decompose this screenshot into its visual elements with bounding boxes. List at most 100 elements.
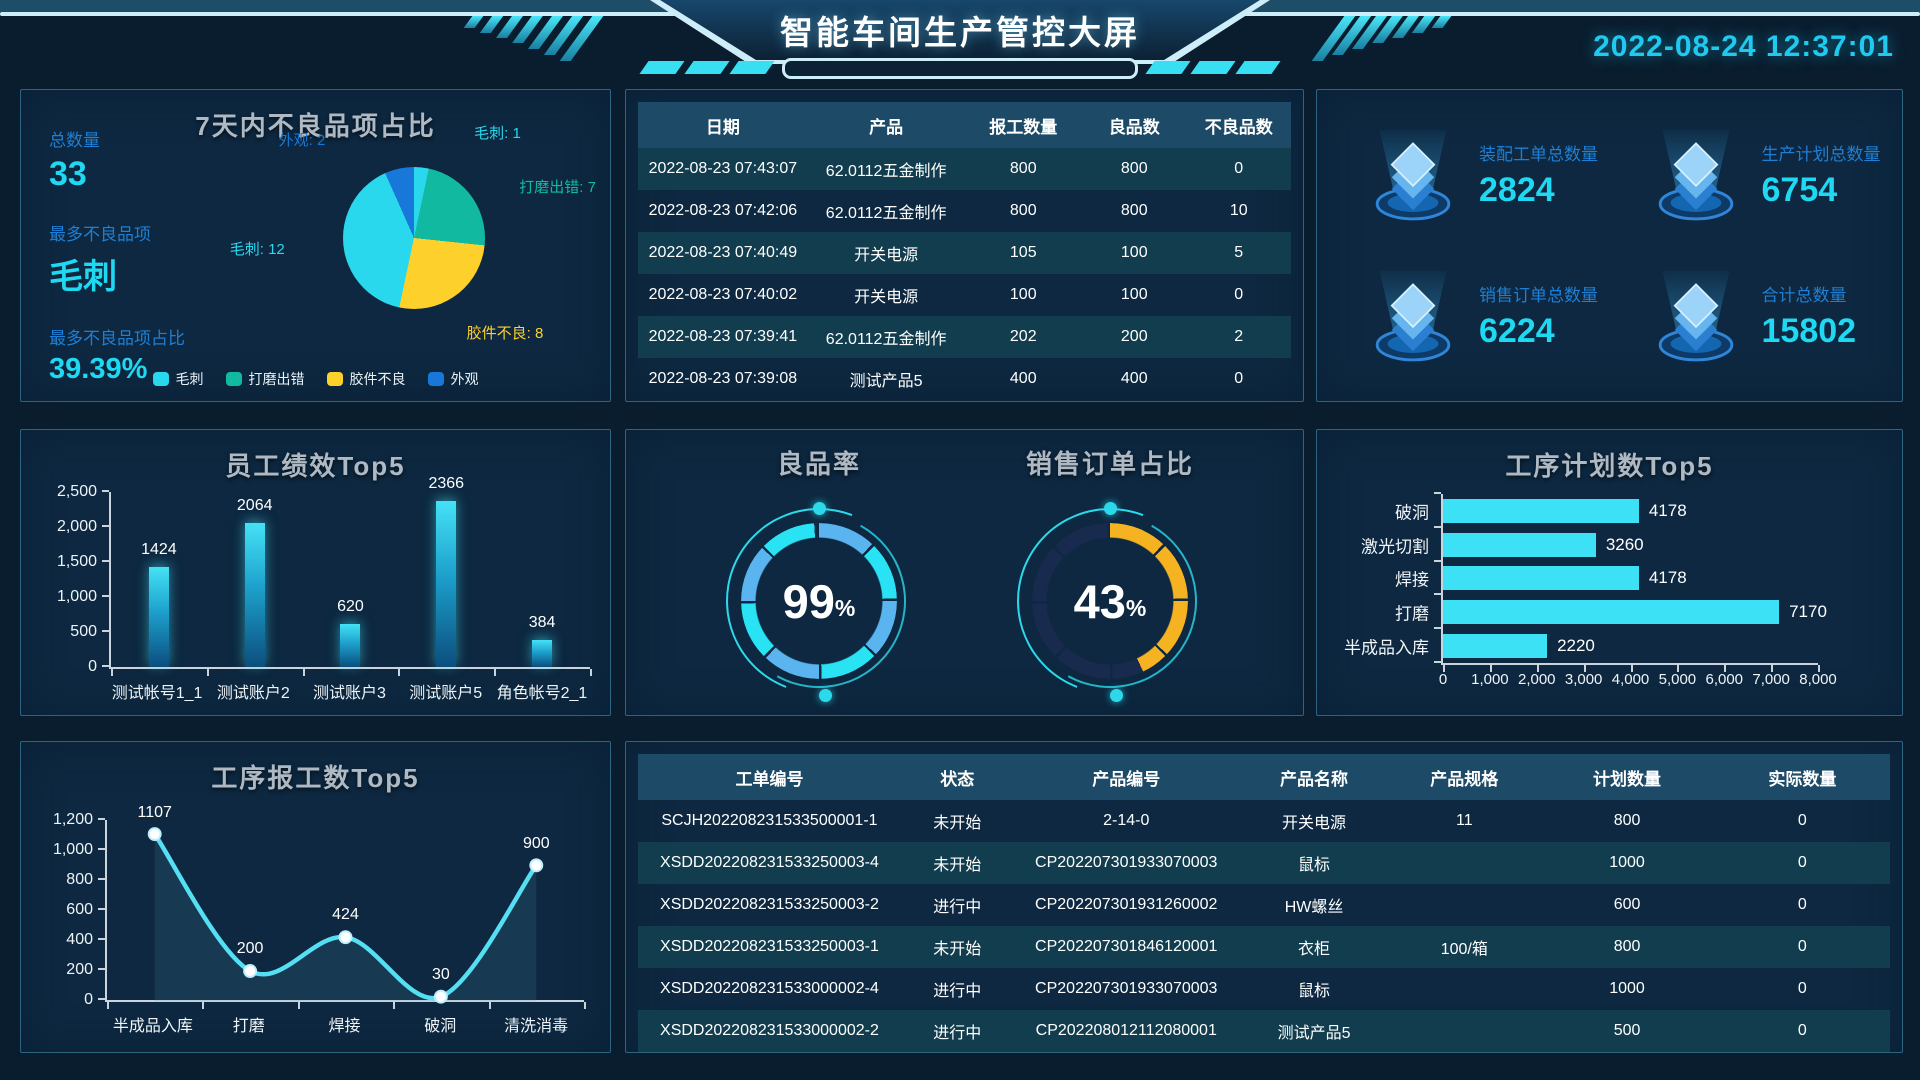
panel-defect-ratio: 7天内不良品项占比 总数量 33 最多不良品项 毛刺 最多不良品项占比 39.3…: [20, 89, 611, 402]
table-row: XSDD202208231533000002-2 进行中 CP20220801211…: [638, 1010, 1890, 1052]
line-series: [147, 827, 544, 1004]
table-cell: 2022-08-23 07:39:08: [648, 370, 798, 387]
table-cell: 2022-08-23 07:40:49: [648, 244, 798, 261]
table-cell: XSDD202208231533250003-2: [660, 896, 879, 913]
table-cell: 800: [1009, 202, 1037, 219]
table-row: XSDD202208231533250003-2 进行中 CP20220730193…: [638, 884, 1890, 926]
table-cell: 105: [1009, 244, 1037, 261]
table-cell: 202: [1009, 328, 1037, 345]
panel-process-report: 工序报工数Top5 0 200 400 600 800 1,000 1,200 1107 200…: [20, 741, 611, 1053]
table-row: 2022-08-23 07:43:07 62.0112五金制作 800 800 0: [638, 148, 1291, 190]
defect-panel-title: 7天内不良品项占比: [195, 111, 436, 141]
table-cell: XSDD202208231533000002-2: [660, 1022, 879, 1039]
work-order-table: 工单编号 状态 产品编号 产品名称 产品规格 计划数量 实际数量 SCJH2022082315…: [638, 754, 1890, 1052]
table-row: XSDD202208231533250003-4 未开始 CP20220730193…: [638, 842, 1890, 884]
table-cell: 400: [1009, 370, 1037, 387]
card-total: 合计总数量 15802: [1610, 246, 1893, 388]
column-header: 产品规格: [1389, 754, 1540, 800]
table-cell: 0: [1234, 370, 1244, 387]
table-row: 2022-08-23 07:40:02 开关电源 100 100 0: [638, 274, 1291, 316]
panel-work-order-table: 工单编号 状态 产品编号 产品名称 产品规格 计划数量 实际数量 SCJH2022082315…: [625, 741, 1903, 1053]
table-cell: 500: [1613, 1022, 1641, 1039]
table-cell: 开关电源: [854, 289, 919, 306]
table-cell: 0: [1797, 896, 1807, 913]
table-cell: 100: [1120, 286, 1148, 303]
legend-item: 胶件不良: [326, 369, 406, 389]
table-cell: 600: [1613, 896, 1641, 913]
column-header: 计划数量: [1539, 754, 1715, 800]
table-cell: 1000: [1609, 980, 1645, 997]
table-row: XSDD202208231533250003-1 未开始 CP20220730184…: [638, 926, 1890, 968]
defect-stats: 总数量 33 最多不良品项 毛刺 最多不良品项占比 39.39%: [49, 126, 234, 386]
pie-slice-label: 毛刺: 1: [474, 125, 521, 143]
table-cell: 未开始: [933, 857, 982, 874]
gauge-dot: [819, 689, 832, 702]
table-cell: CP202207301931260002: [1035, 896, 1218, 913]
table-cell: 800: [1120, 160, 1148, 177]
pie-disc: [343, 166, 485, 309]
table-cell: 800: [1009, 160, 1037, 177]
table-cell: 鼠标: [1298, 857, 1331, 874]
header-slashes-left-decoration: [463, 16, 604, 62]
table-cell: 2022-08-23 07:42:06: [648, 202, 798, 219]
table-cell: 800: [1613, 938, 1641, 955]
pie-legend: 毛刺 打磨出错 胶件不良 外观: [21, 369, 610, 389]
gauge-ring: [741, 523, 897, 679]
employee-performance-chart: 0 500 1,000 1,500 2,000 2,500 1424 2064 620 2366 3…: [21, 430, 610, 715]
column-header: 产品编号: [1013, 754, 1239, 800]
table-cell: 衣柜: [1298, 941, 1331, 958]
table-cell: 800: [1613, 812, 1641, 829]
table-cell: [1389, 968, 1539, 1010]
table-cell: 开关电源: [1282, 815, 1347, 832]
summary-cards: 装配工单总数量 2824 生产计划总数量 6754 销售订单总数量 6224 合…: [1327, 104, 1892, 387]
column-header: 产品名称: [1238, 754, 1390, 800]
table-cell: XSDD202208231533250003-4: [660, 854, 879, 871]
table-row: 2022-08-23 07:39:08 测试产品5 400 400 0: [638, 358, 1291, 400]
table-cell: CP202207301933070003: [1035, 980, 1218, 997]
bar-测试账户2: 2064: [207, 492, 303, 667]
sales-ratio-gauge: 43%: [987, 478, 1233, 724]
hbar-激光切割: 激光切割 3260: [1361, 532, 1644, 557]
table-cell: 2022-08-23 07:43:07: [648, 160, 798, 177]
table-cell: 进行中: [933, 1025, 982, 1042]
table-cell: CP202207301933070003: [1035, 854, 1218, 871]
table-cell: CP202207301846120001: [1035, 938, 1218, 955]
panel-report-table: 日期 产品 报工数量 良品数 不良品数 2022-08-23 07:43:07 62.011…: [625, 89, 1304, 402]
table-cell: 62.0112五金制作: [825, 331, 947, 348]
table-cell: 进行中: [933, 899, 982, 916]
table-cell: [1389, 842, 1539, 884]
table-cell: 5: [1234, 244, 1244, 261]
gauge-dot: [1104, 502, 1118, 515]
table-cell: 100: [1009, 286, 1037, 303]
stack-icon: [1658, 128, 1733, 221]
hbar-chart-title: 工序计划数Top5: [1505, 451, 1714, 481]
stack-icon: [1375, 128, 1451, 221]
stat-total-count: 总数量 33: [49, 131, 100, 193]
report-table: 日期 产品 报工数量 良品数 不良品数 2022-08-23 07:43:07 62.011…: [638, 102, 1291, 390]
bar-测试帐号1_1: 1424: [111, 492, 207, 667]
table-cell: 100: [1120, 244, 1148, 261]
panel-process-plan: 工序计划数Top5 破洞 4178 激光切割 3260 焊接 4178 打磨 7170 半成品入…: [1316, 429, 1903, 716]
stack-icon: [1375, 269, 1451, 362]
table-cell: 未开始: [933, 815, 982, 832]
column-header: 不良品数: [1186, 102, 1291, 148]
table-cell: 0: [1234, 160, 1244, 177]
header-chips-right-decoration: [1145, 61, 1281, 74]
table-cell: CP202208012112080001: [1035, 1022, 1217, 1039]
column-header: 良品数: [1082, 102, 1187, 148]
card-assembly-orders: 装配工单总数量 2824: [1327, 104, 1610, 246]
bar-测试账户5: 2366: [398, 475, 494, 667]
table-cell: 测试产品5: [1277, 1025, 1351, 1042]
stat-top-defect-ratio: 最多不良品项占比 39.39%: [49, 329, 185, 385]
legend-item: 打磨出错: [225, 369, 305, 389]
card-production-plans: 生产计划总数量 6754: [1610, 104, 1893, 246]
table-cell: 62.0112五金制作: [825, 205, 947, 222]
table-row: XSDD202208231533000002-4 进行中 CP20220730193…: [638, 968, 1890, 1010]
table-row: 2022-08-23 07:42:06 62.0112五金制作 800 800 10: [638, 190, 1291, 232]
yield-rate-gauge: 99%: [696, 478, 942, 724]
legend-item: 外观: [427, 369, 479, 389]
table-cell: 未开始: [933, 941, 982, 958]
datetime-display: 2022-08-24 12:37:01: [1593, 30, 1894, 63]
column-header: 报工数量: [964, 102, 1083, 148]
